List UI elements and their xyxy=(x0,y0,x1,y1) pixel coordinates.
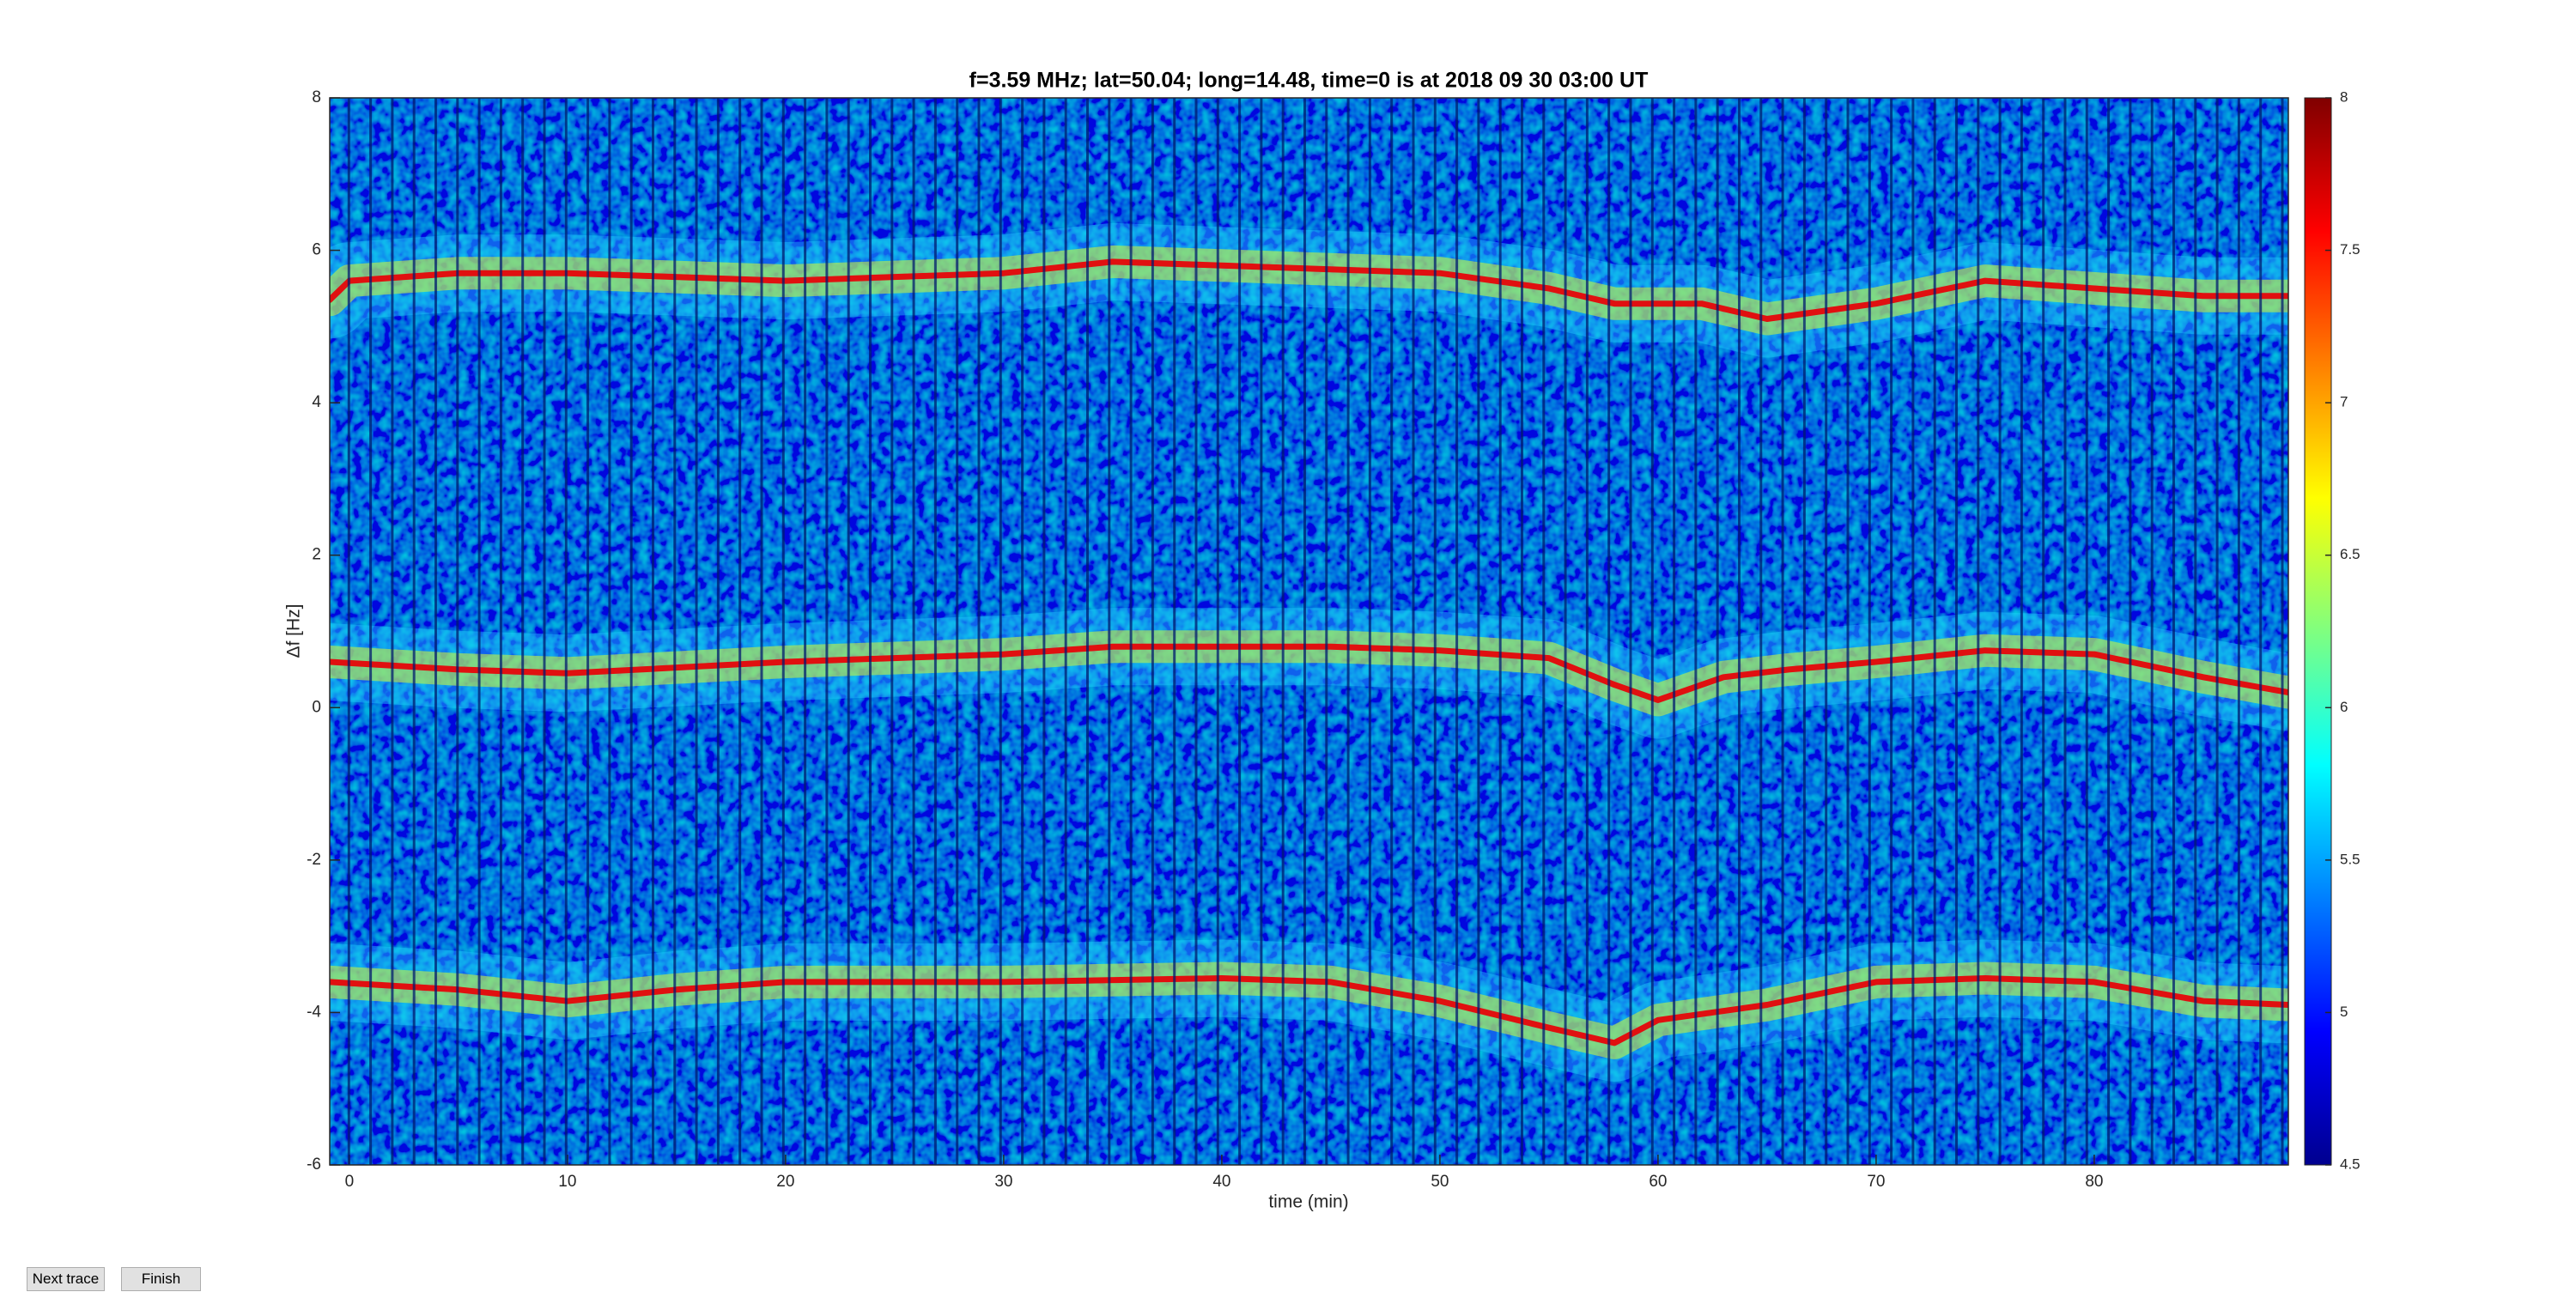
colorbar-tick-label: 4.5 xyxy=(2340,1156,2360,1172)
x-tick-label: 40 xyxy=(1212,1173,1230,1191)
y-tick-label: -2 xyxy=(307,851,321,869)
colorbar-tick-label: 8 xyxy=(2340,88,2348,105)
x-tick-label: 70 xyxy=(1867,1173,1885,1191)
colorbar-tick-label: 7.5 xyxy=(2340,241,2360,258)
y-tick-label: 8 xyxy=(312,88,321,106)
x-tick-label: 80 xyxy=(2085,1173,2103,1191)
x-tick-label: 0 xyxy=(345,1173,355,1191)
y-tick-label: 2 xyxy=(312,546,321,564)
colorbar xyxy=(2304,97,2332,1166)
colorbar-tick-label: 6 xyxy=(2340,699,2348,715)
stripes xyxy=(330,98,2288,1165)
colorbar-tick-label: 5.5 xyxy=(2340,851,2360,867)
y-tick-label: 0 xyxy=(312,698,321,716)
y-tick-label: 4 xyxy=(312,393,321,411)
x-tick-label: 60 xyxy=(1649,1173,1667,1191)
finish-button[interactable]: Finish xyxy=(121,1267,201,1291)
figure: f=3.59 MHz; lat=50.04; long=14.48, time=… xyxy=(284,69,2360,1212)
x-tick-label: 30 xyxy=(994,1173,1012,1191)
y-tick-label: -6 xyxy=(307,1156,321,1174)
x-axis-label: time (min) xyxy=(1268,1192,1348,1212)
colorbar-tick-label: 7 xyxy=(2340,394,2348,410)
y-tick-label: -4 xyxy=(307,1003,321,1021)
x-tick-label: 50 xyxy=(1431,1173,1449,1191)
y-tick-label: 6 xyxy=(312,241,321,259)
x-tick-label: 20 xyxy=(776,1173,794,1191)
colorbar-tick-label: 6.5 xyxy=(2340,546,2360,562)
y-axis-label: Δf [Hz] xyxy=(284,604,304,658)
next-trace-button[interactable]: Next trace xyxy=(27,1267,105,1291)
x-tick-label: 10 xyxy=(558,1173,576,1191)
chart-title: f=3.59 MHz; lat=50.04; long=14.48, time=… xyxy=(969,69,1649,93)
colorbar-tick-label: 5 xyxy=(2340,1004,2348,1020)
